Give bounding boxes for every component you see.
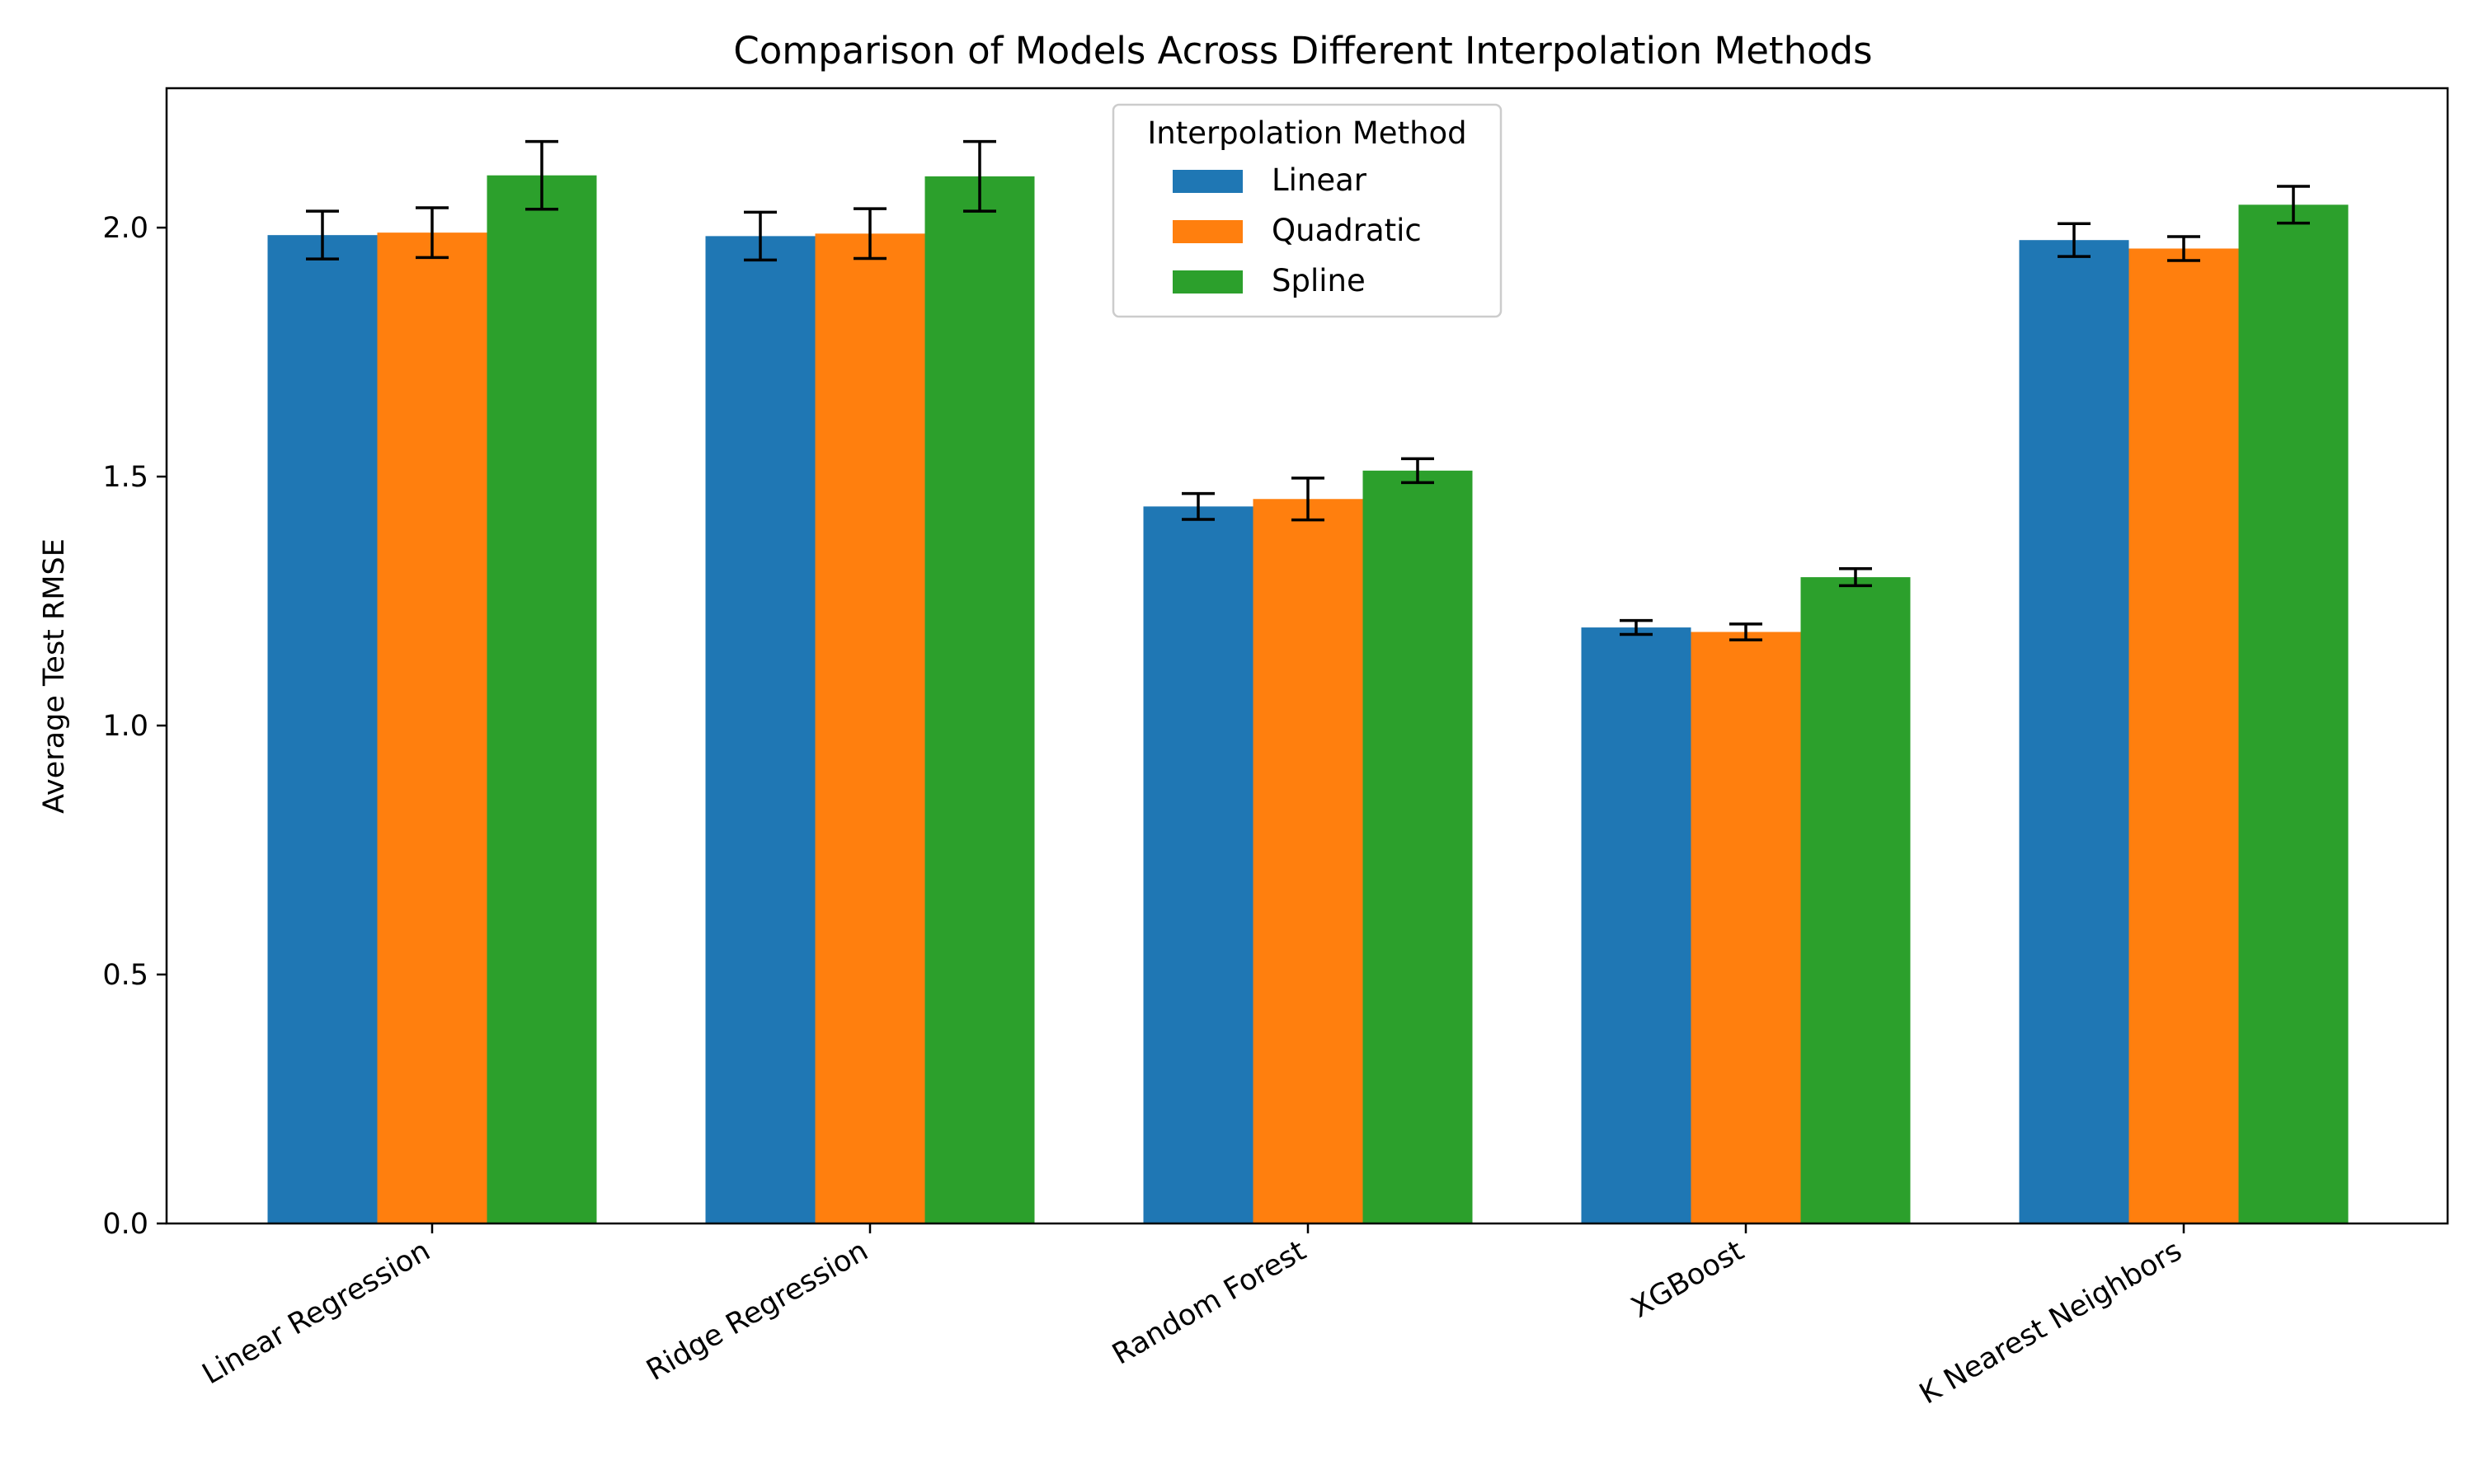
error-bar-spline-3 xyxy=(1839,567,1872,588)
error-bar-spline-1 xyxy=(963,139,996,213)
error-bar-quadratic-1 xyxy=(854,207,887,261)
error-bar-linear-0 xyxy=(306,209,339,261)
bar-spline-2 xyxy=(1362,470,1473,1223)
y-tick-label: 2.0 xyxy=(102,212,148,245)
error-bar-linear-1 xyxy=(744,210,777,262)
error-bar-quadratic-4 xyxy=(2167,235,2200,262)
legend-label-quadratic: Quadratic xyxy=(1272,213,1422,248)
bar-linear-2 xyxy=(1143,506,1253,1223)
error-bar-spline-4 xyxy=(2277,185,2310,225)
bar-quadratic-3 xyxy=(1691,632,1801,1223)
bar-spline-3 xyxy=(1800,577,1911,1223)
bar-spline-0 xyxy=(487,175,597,1223)
y-tick-label: 1.5 xyxy=(102,461,148,494)
y-tick-label: 0.0 xyxy=(102,1208,148,1241)
bar-spline-1 xyxy=(924,176,1035,1223)
x-tick-label: Linear Regression xyxy=(197,1234,436,1391)
x-tick-label: Random Forest xyxy=(1107,1234,1311,1371)
legend-swatch-spline xyxy=(1173,270,1243,294)
error-bar-linear-4 xyxy=(2058,222,2091,258)
y-tick-label: 0.5 xyxy=(102,959,148,992)
bar-linear-1 xyxy=(705,236,816,1224)
y-axis-label: Average Test RMSE xyxy=(38,538,71,814)
error-bar-spline-0 xyxy=(525,139,558,211)
x-tick-label: Ridge Regression xyxy=(641,1234,873,1388)
error-bar-spline-2 xyxy=(1401,457,1434,485)
chart-title: Comparison of Models Across Different In… xyxy=(733,29,1872,73)
y-tick-label: 1.0 xyxy=(102,710,148,743)
bar-quadratic-1 xyxy=(815,233,925,1223)
error-bar-linear-2 xyxy=(1182,491,1215,521)
bar-quadratic-0 xyxy=(377,232,487,1223)
bar-quadratic-4 xyxy=(2128,248,2239,1223)
error-bar-quadratic-0 xyxy=(416,206,449,260)
error-bar-quadratic-3 xyxy=(1729,622,1762,641)
bar-linear-0 xyxy=(267,235,378,1224)
legend: Interpolation Method Linear Quadratic Splin… xyxy=(1112,103,1503,318)
bar-quadratic-2 xyxy=(1253,499,1363,1223)
x-tick-label: XGBoost xyxy=(1626,1234,1750,1325)
error-bar-linear-3 xyxy=(1620,618,1653,636)
legend-label-linear: Linear xyxy=(1272,162,1367,198)
x-tick-label: K Nearest Neighbors xyxy=(1914,1234,2187,1411)
legend-swatch-linear xyxy=(1173,170,1243,193)
error-bar-quadratic-2 xyxy=(1291,477,1324,522)
legend-title: Interpolation Method xyxy=(1147,115,1466,151)
legend-label-spline: Spline xyxy=(1272,263,1366,298)
legend-box xyxy=(1112,103,1503,318)
bar-linear-4 xyxy=(2019,240,2129,1223)
bar-spline-4 xyxy=(2238,204,2349,1223)
bar-linear-3 xyxy=(1581,627,1691,1223)
legend-swatch-quadratic xyxy=(1173,220,1243,243)
